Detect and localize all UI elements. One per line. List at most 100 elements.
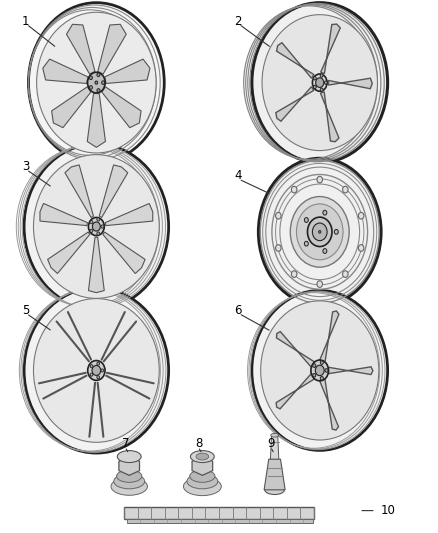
Polygon shape [192,457,213,475]
Text: 10: 10 [381,504,396,517]
Ellipse shape [90,221,93,224]
Ellipse shape [318,230,321,233]
Ellipse shape [92,222,100,231]
Ellipse shape [90,229,93,232]
Ellipse shape [291,187,297,193]
Polygon shape [65,165,93,217]
Ellipse shape [317,176,322,183]
Ellipse shape [313,364,316,367]
Ellipse shape [97,73,100,77]
Ellipse shape [323,211,327,215]
Ellipse shape [90,365,93,368]
Polygon shape [276,87,314,121]
Ellipse shape [89,86,92,89]
Ellipse shape [320,74,323,77]
Ellipse shape [92,366,101,375]
Ellipse shape [191,450,214,463]
Ellipse shape [101,369,104,372]
Ellipse shape [315,365,324,376]
Ellipse shape [88,72,105,93]
Ellipse shape [271,433,279,437]
Ellipse shape [190,470,215,482]
Ellipse shape [117,470,142,482]
Text: 3: 3 [22,160,29,173]
Ellipse shape [313,374,316,377]
Polygon shape [98,25,126,74]
Ellipse shape [196,453,208,460]
Ellipse shape [313,85,316,88]
Ellipse shape [312,74,327,91]
Text: 4: 4 [234,169,242,182]
Ellipse shape [95,81,98,84]
Ellipse shape [102,81,105,84]
Ellipse shape [33,155,159,298]
Ellipse shape [90,373,93,376]
Ellipse shape [297,204,343,260]
Polygon shape [321,92,339,142]
Ellipse shape [304,241,308,246]
Ellipse shape [111,478,148,495]
Ellipse shape [316,78,324,87]
Ellipse shape [97,88,100,92]
Polygon shape [320,311,339,362]
Polygon shape [276,374,314,409]
Ellipse shape [97,218,100,221]
Text: 5: 5 [22,304,29,317]
Text: 1: 1 [22,15,29,28]
Ellipse shape [325,81,327,84]
Polygon shape [43,59,88,84]
Ellipse shape [114,474,145,489]
Ellipse shape [290,197,349,267]
Text: 8: 8 [195,437,202,450]
Ellipse shape [276,213,281,219]
Polygon shape [276,332,314,367]
Text: 6: 6 [234,304,242,317]
Polygon shape [99,165,128,217]
Polygon shape [264,459,285,490]
Ellipse shape [28,3,164,163]
Ellipse shape [313,77,316,80]
Ellipse shape [101,225,104,228]
Ellipse shape [265,485,284,495]
Ellipse shape [320,88,323,91]
Ellipse shape [358,213,364,219]
Ellipse shape [343,187,348,193]
Ellipse shape [184,477,221,496]
Polygon shape [105,59,150,84]
Polygon shape [270,435,279,459]
Polygon shape [276,43,314,78]
Ellipse shape [323,248,327,253]
Ellipse shape [262,15,378,150]
Polygon shape [52,87,91,128]
Ellipse shape [312,223,327,241]
Polygon shape [88,237,104,293]
Ellipse shape [276,245,281,251]
Ellipse shape [89,76,92,79]
Bar [127,519,313,523]
Ellipse shape [88,360,105,381]
Ellipse shape [307,217,332,247]
Text: 7: 7 [122,437,129,450]
Ellipse shape [261,301,379,440]
Ellipse shape [320,376,323,380]
Ellipse shape [97,362,99,365]
Ellipse shape [24,144,169,309]
Ellipse shape [252,290,388,450]
Ellipse shape [37,12,156,153]
Ellipse shape [291,271,297,277]
Ellipse shape [97,376,99,379]
Polygon shape [328,78,372,88]
Ellipse shape [334,230,338,234]
Text: 2: 2 [234,15,242,28]
Ellipse shape [24,288,169,453]
Ellipse shape [320,361,323,365]
Polygon shape [103,232,145,273]
Polygon shape [119,457,140,475]
Polygon shape [105,204,153,225]
Polygon shape [48,232,90,273]
Ellipse shape [358,245,364,251]
Ellipse shape [88,217,104,236]
Ellipse shape [258,158,381,305]
Ellipse shape [33,298,159,442]
Polygon shape [321,24,340,74]
